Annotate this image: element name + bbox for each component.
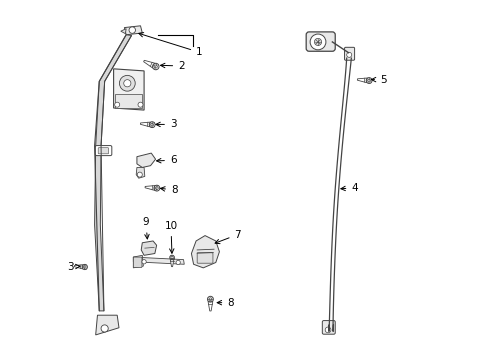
Circle shape [171,256,173,258]
Polygon shape [94,35,131,311]
Circle shape [115,102,120,107]
Text: 6: 6 [156,155,176,165]
Circle shape [129,27,135,33]
Polygon shape [141,241,156,255]
Polygon shape [133,255,143,268]
Text: 4: 4 [340,183,357,193]
Circle shape [207,296,213,302]
Circle shape [119,75,135,91]
Circle shape [314,39,321,45]
Text: 8: 8 [217,298,233,308]
Circle shape [152,63,159,70]
FancyBboxPatch shape [115,94,142,108]
Circle shape [367,79,370,82]
Circle shape [123,80,131,87]
FancyBboxPatch shape [344,47,354,60]
Circle shape [101,325,108,332]
Circle shape [82,264,87,270]
Polygon shape [136,167,144,178]
FancyBboxPatch shape [133,257,142,267]
Circle shape [138,102,142,107]
Circle shape [83,266,86,268]
Text: 9: 9 [142,217,149,239]
Circle shape [149,122,155,127]
Circle shape [176,260,180,265]
Text: 10: 10 [164,221,177,253]
FancyBboxPatch shape [322,320,335,334]
Circle shape [325,327,330,333]
Polygon shape [143,60,158,69]
Text: 8: 8 [160,185,177,195]
Polygon shape [191,235,219,268]
Circle shape [208,298,211,301]
Polygon shape [133,257,184,264]
Polygon shape [145,186,159,190]
Polygon shape [208,297,212,311]
Circle shape [142,260,146,264]
Text: 2: 2 [160,61,184,71]
FancyBboxPatch shape [95,145,112,156]
Polygon shape [140,122,154,127]
Circle shape [169,255,174,260]
Polygon shape [357,78,370,83]
Polygon shape [113,69,144,110]
Polygon shape [121,29,126,34]
Text: 3: 3 [156,120,176,129]
FancyBboxPatch shape [305,32,335,51]
Circle shape [150,123,153,126]
Circle shape [154,65,157,68]
FancyBboxPatch shape [197,253,212,263]
Text: 5: 5 [370,75,386,85]
Circle shape [137,172,142,177]
Circle shape [366,78,371,84]
Circle shape [154,185,160,191]
Text: 1: 1 [139,33,203,57]
Circle shape [155,187,158,190]
FancyBboxPatch shape [98,148,108,154]
Text: 3: 3 [67,262,80,272]
Polygon shape [124,26,142,35]
Polygon shape [137,153,155,167]
Circle shape [346,52,351,57]
Text: 7: 7 [215,230,241,244]
Polygon shape [96,315,119,335]
Circle shape [309,34,325,50]
Polygon shape [170,256,173,267]
Polygon shape [74,265,86,269]
